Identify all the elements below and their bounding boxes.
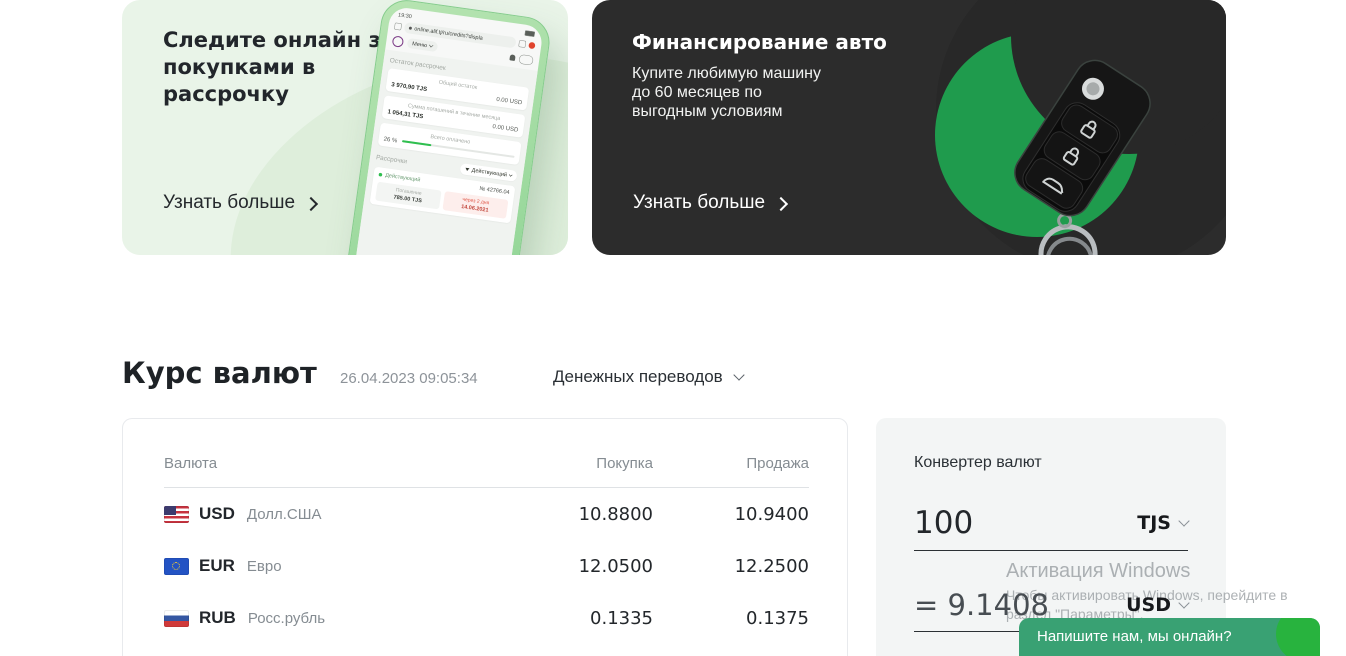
rates-timestamp: 26.04.2023 09:05:34	[340, 370, 478, 387]
rates-filter-label: Денежных переводов	[553, 367, 723, 386]
profile-icon	[518, 53, 534, 66]
rates-filter-dropdown[interactable]: Денежных переводов	[553, 367, 745, 387]
from-currency-dropdown[interactable]: TJS	[1137, 512, 1190, 534]
column-header-sell: Продажа	[746, 455, 809, 472]
promo-banner-installments: Следите онлайн за покупками в рассрочку …	[122, 0, 568, 255]
chevron-down-icon	[428, 43, 434, 48]
buy-value: 10.8800	[578, 503, 653, 525]
tabs-icon	[518, 39, 527, 48]
promo-title: Следите онлайн за покупками в рассрочку	[163, 28, 395, 106]
browser-menu-icon	[528, 41, 536, 49]
filter-icon	[465, 167, 470, 172]
car-key-image	[935, 0, 1226, 255]
phone-due-cell: через 2 дня 14.06.2021	[442, 191, 509, 219]
table-row: RUB Росс.рубль 0.1335 0.1375	[164, 592, 809, 644]
column-header-currency: Валюта	[164, 455, 218, 472]
converter-title: Конвертер валют	[914, 454, 1042, 471]
chat-widget[interactable]: Напишите нам, мы онлайн?	[1019, 618, 1320, 656]
chevron-down-icon	[1178, 597, 1190, 609]
chevron-down-icon	[733, 369, 745, 381]
chat-leaf-icon	[1276, 618, 1320, 656]
sell-value: 12.2500	[734, 555, 809, 577]
progress-fill	[402, 140, 432, 147]
chevron-right-icon	[304, 196, 319, 211]
home-icon	[394, 22, 402, 31]
input-underline	[914, 550, 1188, 551]
from-currency-label: TJS	[1137, 512, 1171, 534]
buy-value: 0.1335	[590, 607, 653, 629]
page-title: Курс валют	[122, 356, 317, 390]
phone-pay-cell: Погашение 785.00 TJS	[375, 181, 442, 210]
battery-icon	[524, 29, 536, 37]
phone-content: Остаток рассрочек Общий остаток 3 970,90…	[353, 49, 538, 255]
eur-flag-icon	[164, 557, 189, 575]
bell-icon	[509, 54, 516, 62]
rates-card: Валюта Покупка Продажа USD Долл.США 10.8…	[122, 418, 848, 656]
sell-value: 0.1375	[746, 607, 809, 629]
promo-description: Купите любимую машину до 60 месяцев по в…	[632, 65, 821, 120]
currency-code: EUR	[199, 556, 235, 575]
phone-menu-button: Меню	[406, 37, 439, 53]
table-row: USD Долл.США 10.8800 10.9400	[164, 488, 809, 540]
learn-more-link[interactable]: Узнать больше	[633, 192, 789, 214]
table-divider	[164, 487, 809, 488]
currency-code: RUB	[199, 608, 236, 627]
phone-list-title: Рассрочки	[375, 152, 408, 165]
sell-value: 10.9400	[734, 503, 809, 525]
lock-icon	[408, 26, 413, 30]
learn-more-label: Узнать больше	[633, 192, 766, 213]
chevron-down-icon	[1178, 515, 1190, 527]
chevron-right-icon	[774, 196, 789, 211]
learn-more-link[interactable]: Узнать больше	[163, 192, 319, 214]
learn-more-label: Узнать больше	[163, 192, 296, 213]
alif-logo-icon	[391, 35, 405, 48]
currency-code: USD	[199, 504, 235, 523]
to-currency-dropdown[interactable]: USD	[1126, 594, 1190, 616]
phone-screen: 19:30 online.alif.tj/ru/credits?displa	[350, 5, 544, 255]
amount-input[interactable]	[914, 505, 1064, 541]
chevron-down-icon	[508, 172, 513, 177]
table-row: EUR Евро 12.0500 12.2500	[164, 540, 809, 592]
column-header-buy: Покупка	[596, 455, 653, 472]
currency-name: Долл.США	[246, 505, 322, 523]
chat-label: Напишите нам, мы онлайн?	[1037, 628, 1232, 645]
usd-flag-icon	[164, 505, 189, 523]
buy-value: 12.0500	[578, 555, 653, 577]
status-dot-icon	[378, 172, 383, 177]
promo-title: Финансирование авто	[632, 30, 887, 54]
promo-banner-auto: Финансирование авто Купите любимую машин…	[592, 0, 1226, 255]
result-value: = 9.1408	[914, 588, 1049, 622]
table-header: Валюта Покупка Продажа	[164, 455, 809, 472]
currency-name: Росс.рубль	[247, 609, 326, 627]
currency-name: Евро	[246, 557, 282, 575]
rub-flag-icon	[164, 609, 189, 627]
to-currency-label: USD	[1126, 594, 1171, 616]
converter-card: Конвертер валют TJS = 9.1408 USD	[876, 418, 1226, 656]
